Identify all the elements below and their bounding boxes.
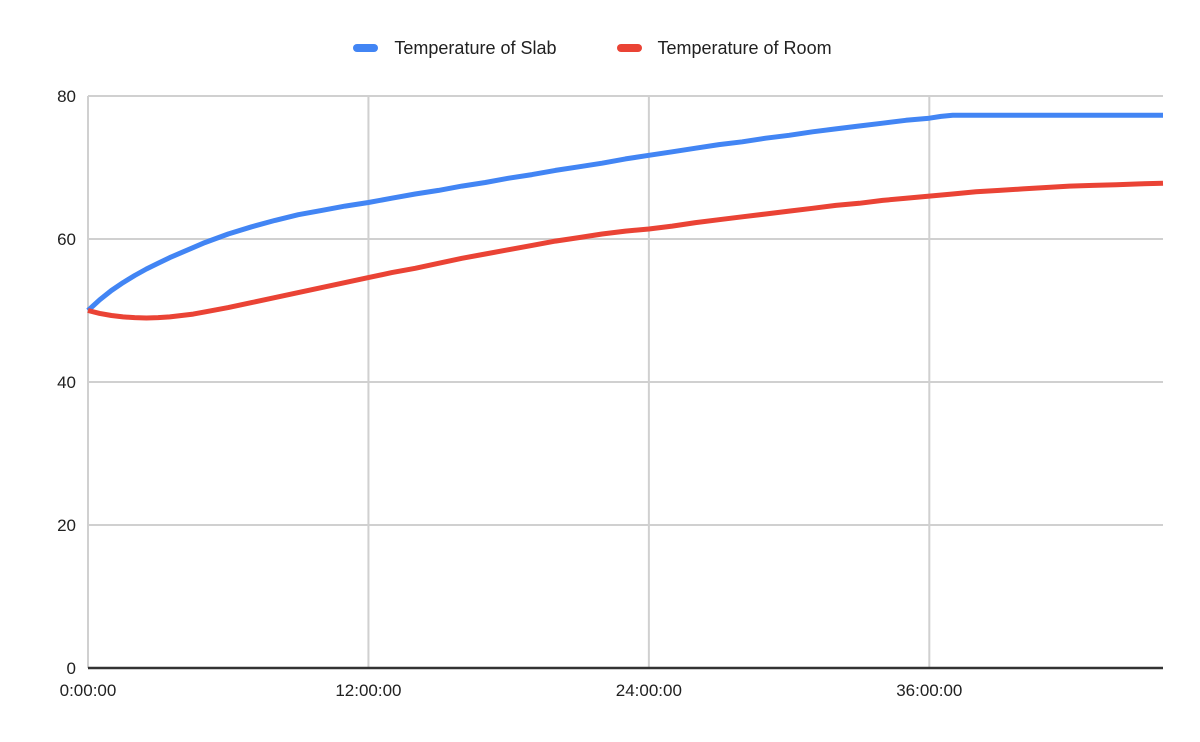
y-tick-label-80: 80 (57, 87, 76, 106)
y-tick-label-20: 20 (57, 516, 76, 535)
chart-legend: Temperature of Slab Temperature of Room (0, 36, 1185, 60)
y-tick-label-60: 60 (57, 230, 76, 249)
y-tick-label-0: 0 (67, 659, 76, 678)
y-tick-label-40: 40 (57, 373, 76, 392)
legend-item-temperature-of-slab[interactable]: Temperature of Slab (353, 36, 557, 60)
x-tick-label-12:00:00: 12:00:00 (335, 681, 401, 700)
x-tick-label-24:00:00: 24:00:00 (616, 681, 682, 700)
legend-item-temperature-of-room[interactable]: Temperature of Room (616, 36, 832, 60)
slab-series-swatch-icon (353, 44, 379, 52)
series-line-slab[interactable] (86, 112, 1163, 313)
series-line-room[interactable] (87, 180, 1164, 321)
room-series-swatch-icon (616, 44, 642, 52)
x-tick-label-0:00:00: 0:00:00 (60, 681, 117, 700)
legend-label-slab: Temperature of Slab (394, 38, 557, 58)
x-tick-label-36:00:00: 36:00:00 (896, 681, 962, 700)
legend-label-room: Temperature of Room (657, 38, 832, 58)
